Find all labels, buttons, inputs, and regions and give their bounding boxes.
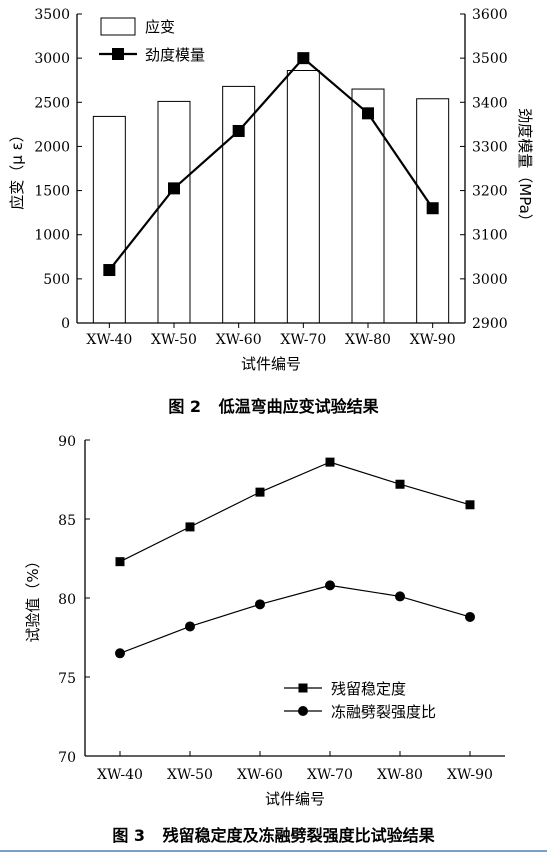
left-tick-label: 2500: [34, 95, 70, 111]
y-axis-title: 试验值（%）: [24, 553, 42, 642]
x-axis-title: 试件编号: [241, 355, 301, 373]
figure-3-number: 图 3: [112, 826, 146, 845]
page-divider: [0, 850, 547, 852]
y-tick-label: 70: [58, 750, 76, 766]
strain-bar: [351, 88, 385, 324]
right-tick-label: 3200: [472, 184, 508, 200]
x-tick-label: XW-70: [307, 767, 353, 783]
series-line-1: [119, 461, 471, 563]
left-tick-label: 3000: [34, 51, 70, 67]
tsr-point: [185, 621, 195, 632]
figure-3-caption: 图 3 残留稳定度及冻融劈裂强度比试验结果: [0, 822, 547, 846]
strain-bar: [286, 70, 320, 324]
legend-bar-swatch: [100, 17, 136, 36]
legend-bar-label: 应变: [145, 18, 175, 36]
x-tick-label: XW-50: [151, 332, 197, 348]
x-tick-label: XW-90: [447, 767, 493, 783]
x-tick-label: XW-40: [86, 332, 132, 348]
strain-bar: [157, 100, 191, 324]
modulus-point: [168, 182, 180, 195]
strain-modulus-chart: 0 500 1000 1500 2000 2500 3000 3500 2900 3000 3100…: [8, 7, 534, 373]
tsr-point: [465, 611, 475, 622]
x-tick-label: XW-70: [280, 332, 326, 348]
right-tick-label: 2900: [472, 316, 508, 332]
figure-2-caption: 图 2 低温弯曲应变试验结果: [0, 393, 547, 417]
x-tick-label: XW-80: [345, 332, 391, 348]
legend-line-label: 劲度模量: [145, 46, 205, 64]
stability-point: [255, 487, 265, 497]
tsr-point: [395, 591, 405, 602]
right-tick-label: 3400: [472, 95, 508, 111]
tsr-point: [115, 648, 125, 659]
figure-3-title: 残留稳定度及冻融劈裂强度比试验结果: [162, 826, 435, 845]
x-tick-label: XW-60: [216, 332, 262, 348]
x-tick-label: XW-80: [377, 767, 423, 783]
stability-point: [325, 457, 335, 467]
right-tick-label: 3300: [472, 139, 508, 155]
left-axis-title: 应变（μ ε）: [8, 127, 26, 209]
right-tick-label: 3600: [472, 7, 508, 23]
left-tick-label: 3500: [34, 7, 70, 23]
stability-point: [395, 479, 405, 489]
left-tick-label: 500: [43, 272, 70, 288]
legend-label-1: 残留稳定度: [331, 680, 406, 698]
y-tick-label: 90: [58, 434, 76, 450]
x-tick-label: XW-40: [97, 767, 143, 783]
y-tick-label: 80: [58, 592, 76, 608]
x-tick-label: XW-90: [410, 332, 456, 348]
modulus-line: [108, 56, 434, 271]
stability-point: [115, 557, 125, 567]
left-tick-label: 1500: [34, 184, 70, 200]
stability-tsr-chart: 70 75 80 85 90 XW-40 XW-50 XW-60 XW-70 XW-80 XW-90…: [24, 434, 505, 808]
strain-bar: [222, 85, 256, 324]
legend-marker-1: [298, 683, 308, 693]
right-tick-label: 3500: [472, 51, 508, 67]
left-tick-label: 2000: [34, 139, 70, 155]
right-tick-label: 3100: [472, 228, 508, 244]
left-tick-label: 1000: [34, 228, 70, 244]
legend-line-marker: [112, 48, 124, 60]
stability-point: [185, 522, 195, 532]
y-tick-label: 85: [58, 513, 76, 529]
right-axis-title: 劲度模量（MPa）: [516, 108, 534, 229]
modulus-point: [232, 124, 245, 137]
stability-point: [465, 500, 475, 510]
y-tick-label: 75: [58, 671, 76, 687]
modulus-point: [426, 202, 439, 215]
legend-label-2: 冻融劈裂强度比: [331, 703, 436, 721]
x-axis-title: 试件编号: [265, 790, 325, 808]
figure-2-title: 低温弯曲应变试验结果: [218, 397, 379, 416]
legend-marker-2: [298, 706, 308, 716]
x-tick-label: XW-50: [167, 767, 213, 783]
figure-2-number: 图 2: [168, 397, 202, 416]
tsr-point: [255, 599, 265, 610]
left-tick-label: 0: [61, 316, 70, 332]
strain-bar: [92, 115, 126, 324]
series-line-2: [119, 584, 471, 654]
right-tick-label: 3000: [472, 272, 508, 288]
modulus-point: [103, 264, 116, 277]
modulus-point: [362, 107, 374, 120]
modulus-point: [297, 52, 310, 65]
x-tick-label: XW-60: [237, 767, 283, 783]
tsr-point: [325, 580, 335, 591]
